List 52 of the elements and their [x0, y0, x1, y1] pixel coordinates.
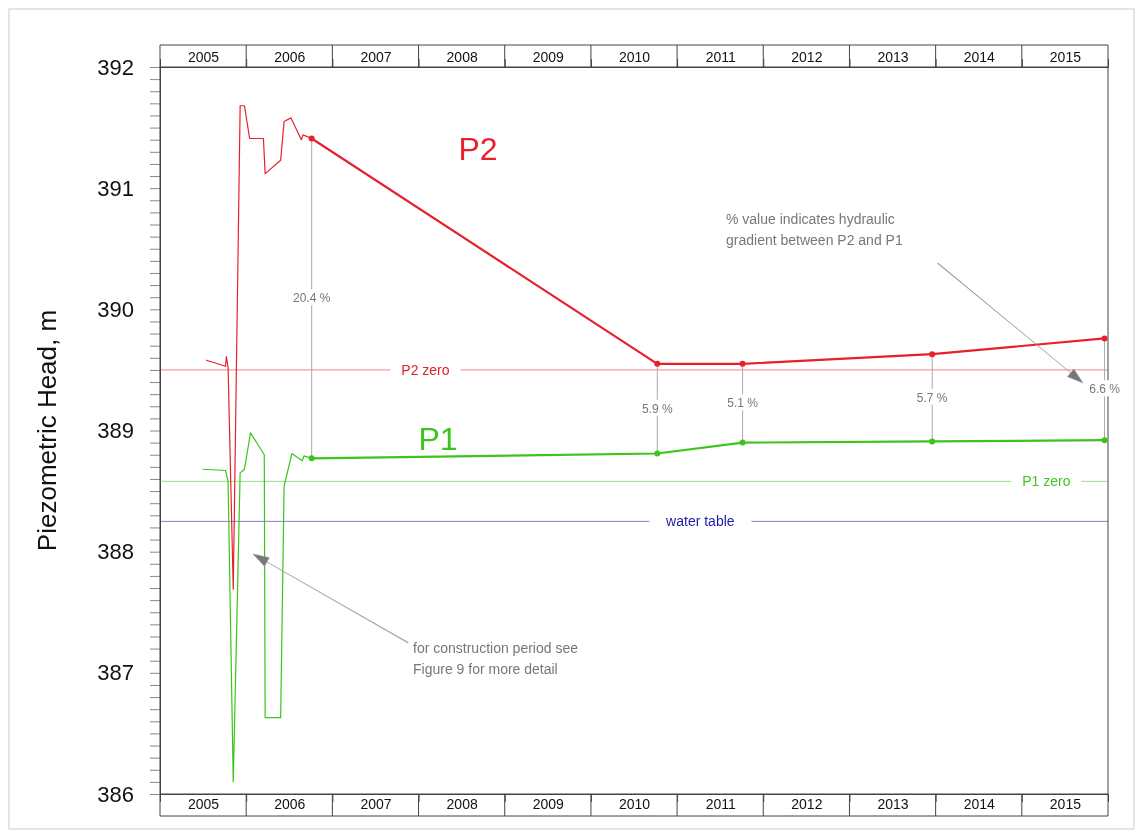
x2-tick-label: 2006	[274, 49, 306, 65]
point	[308, 455, 315, 462]
ref-line-label: P2 zero	[401, 361, 450, 378]
annotation: 5.7 %	[916, 390, 948, 405]
point	[739, 360, 746, 367]
y-tick-label: 389	[97, 418, 134, 444]
x-tick-label: 2005	[188, 795, 220, 812]
point	[1101, 437, 1108, 444]
x-tick-label: 2009	[532, 795, 565, 812]
annotation: for construction period see Figure 9 for more detail	[413, 640, 579, 677]
x2-tick-label: 2011	[705, 49, 736, 65]
point	[654, 360, 661, 367]
x-tick-label: 2014	[963, 795, 996, 812]
series-label: P1	[418, 421, 458, 457]
annotation: % value indicates hydraulic gradient between P2 and P1	[726, 211, 903, 248]
point	[929, 351, 936, 358]
point	[654, 450, 661, 457]
y-tick-label: 388	[97, 539, 134, 565]
x-tick-label: 2007	[360, 795, 392, 812]
x2-tick-label: 2013	[877, 49, 909, 65]
ref-line-label: water table	[665, 513, 735, 530]
ref-line-label: P1 zero	[1022, 473, 1071, 490]
point	[308, 135, 315, 142]
y-axis-title: Piezometric Head, m	[32, 309, 62, 552]
point	[1101, 335, 1108, 342]
x-tick-label: 2015	[1049, 795, 1082, 812]
x-tick-label: 2011	[705, 795, 736, 812]
x-tick-label: 2006	[274, 795, 306, 812]
x2-tick-label: 2012	[791, 49, 823, 65]
annotation: 5.1 %	[727, 396, 759, 411]
point	[929, 438, 936, 445]
series-label: P2	[458, 131, 498, 167]
annotation: 5.9 %	[641, 401, 673, 416]
annotation: 6.6 %	[1089, 382, 1121, 397]
x2-tick-label: 2007	[360, 49, 392, 65]
y-tick-label: 390	[97, 296, 134, 322]
y-tick-label: 391	[97, 175, 134, 201]
y-tick-label: 386	[97, 781, 134, 807]
annotation: 20.4 %	[293, 291, 331, 306]
x2-tick-label: 2009	[532, 49, 565, 65]
x2-tick-label: 2008	[446, 49, 478, 65]
x2-tick-label: 2005	[188, 49, 220, 65]
y-tick-label: 387	[97, 660, 134, 686]
x-tick-label: 2013	[877, 795, 909, 812]
x-tick-label: 2008	[446, 795, 478, 812]
point	[739, 439, 746, 446]
x2-tick-label: 2010	[618, 49, 651, 65]
x2-tick-label: 2015	[1049, 49, 1082, 65]
x-tick-label: 2010	[618, 795, 651, 812]
x2-tick-label: 2014	[963, 49, 996, 65]
y-tick-label: 392	[97, 54, 134, 80]
x-tick-label: 2012	[791, 795, 823, 812]
